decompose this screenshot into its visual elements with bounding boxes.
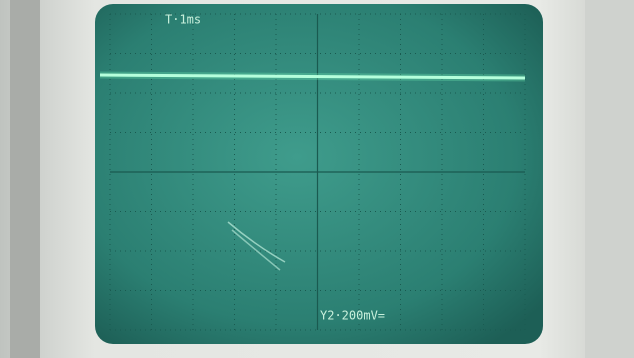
time-label: T·1ms — [165, 13, 201, 27]
volt-label: Y2·200mV= — [320, 309, 385, 323]
oscilloscope-photo: T·1ms Y2·200mV= — [0, 0, 634, 358]
screen — [95, 4, 543, 344]
panel — [585, 0, 634, 358]
page: T·1ms Y2·200mV= (() => { const data = JS… — [0, 0, 634, 358]
trace-glow — [100, 75, 525, 78]
bezel-edge — [10, 0, 40, 358]
